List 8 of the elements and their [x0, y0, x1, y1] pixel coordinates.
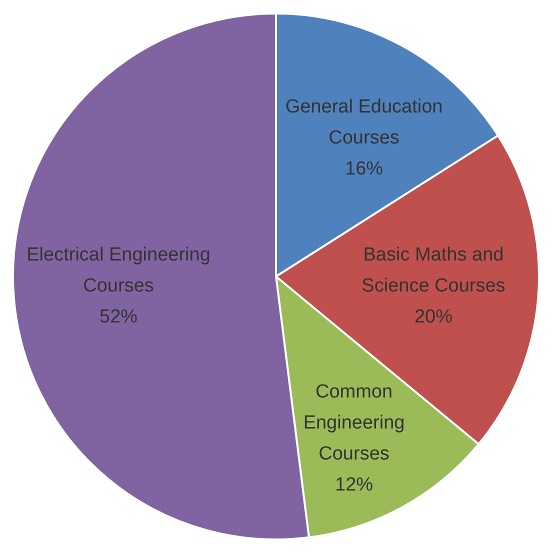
slice-label: Common Engineering Courses: [303, 382, 405, 465]
data-label: 20%: [414, 306, 453, 328]
slice-label: Basic Maths and Science Courses: [362, 244, 506, 297]
data-label: 16%: [345, 158, 384, 180]
data-label: 12%: [335, 474, 374, 496]
data-label: 52%: [99, 306, 138, 328]
slice-label: Electrical Engineering Courses: [26, 244, 210, 297]
slice-label: General Education Courses: [285, 96, 443, 148]
